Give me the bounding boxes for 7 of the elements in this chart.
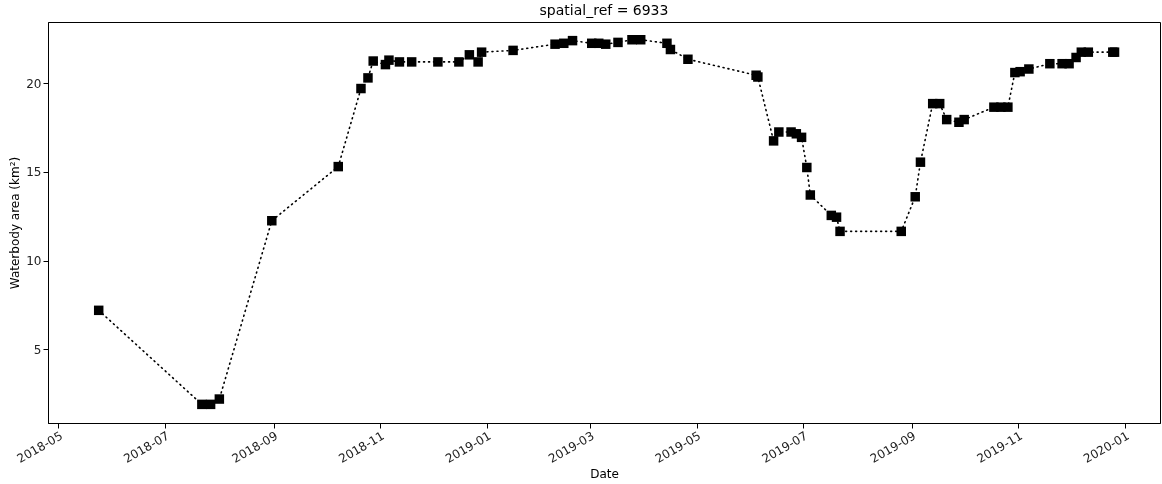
- x-axis-title: Date: [590, 467, 619, 482]
- y-tick-label: 10: [26, 254, 42, 269]
- y-axis-title: Waterbody area (km²): [8, 156, 23, 290]
- chart-title: spatial_ref = 6933: [539, 2, 669, 18]
- y-tick-label: 5: [33, 342, 42, 357]
- y-tick-label: 15: [26, 165, 42, 180]
- y-tick-label: 20: [26, 76, 42, 91]
